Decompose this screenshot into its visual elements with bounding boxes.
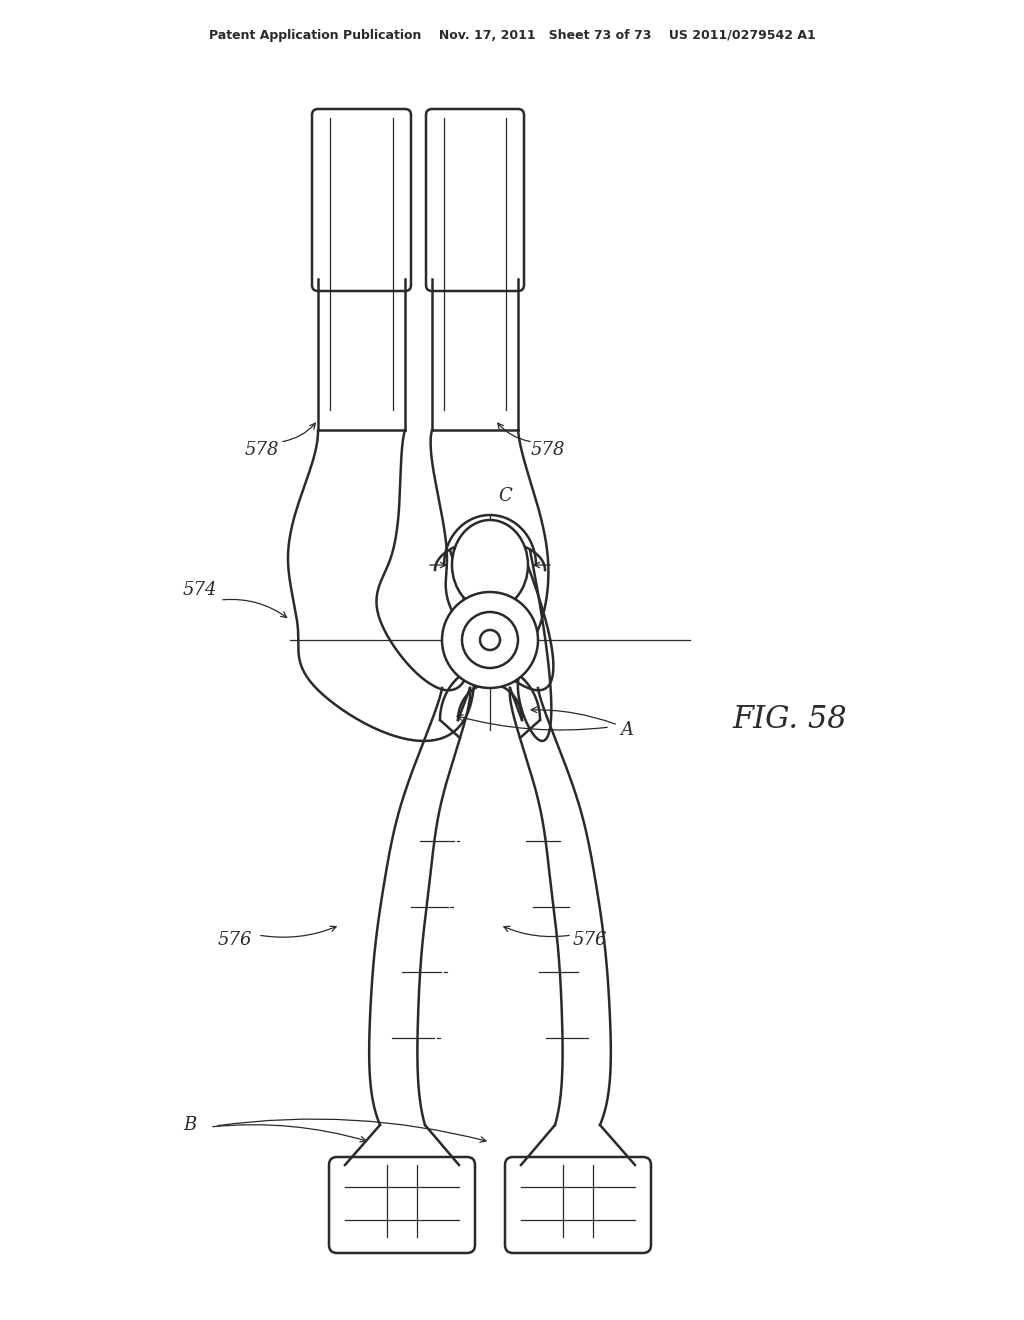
FancyBboxPatch shape bbox=[329, 1158, 475, 1253]
FancyBboxPatch shape bbox=[505, 1158, 651, 1253]
Text: A: A bbox=[620, 721, 633, 739]
FancyBboxPatch shape bbox=[312, 110, 411, 290]
Circle shape bbox=[480, 630, 500, 649]
Text: 574: 574 bbox=[182, 581, 217, 599]
Text: Patent Application Publication    Nov. 17, 2011   Sheet 73 of 73    US 2011/0279: Patent Application Publication Nov. 17, … bbox=[209, 29, 815, 41]
Text: 576: 576 bbox=[218, 931, 252, 949]
Ellipse shape bbox=[452, 520, 528, 610]
Text: 578: 578 bbox=[245, 441, 280, 459]
Text: FIG. 58: FIG. 58 bbox=[733, 705, 847, 735]
Text: 576: 576 bbox=[572, 931, 607, 949]
Circle shape bbox=[462, 612, 518, 668]
FancyBboxPatch shape bbox=[426, 110, 524, 290]
Circle shape bbox=[442, 591, 538, 688]
Text: B: B bbox=[183, 1115, 197, 1134]
Text: C: C bbox=[498, 487, 512, 506]
Text: 578: 578 bbox=[530, 441, 565, 459]
